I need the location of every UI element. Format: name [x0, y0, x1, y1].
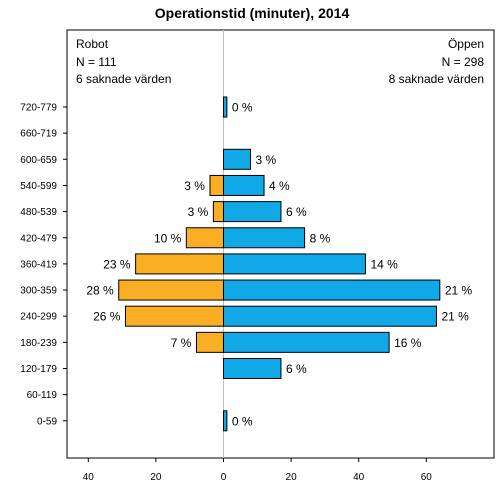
y-tick-label: 420-479 — [20, 233, 57, 244]
robot-bar — [195, 331, 225, 353]
y-tick-label: 0-59 — [37, 416, 57, 427]
x-tick-label: 40 — [83, 472, 95, 483]
robot-panel-name: Robot — [76, 37, 109, 51]
robot-n-label: N = 111 — [76, 55, 117, 69]
chart-title: Operationstid (minuter), 2014 — [155, 5, 350, 21]
oppen-value-label: 21 % — [445, 284, 473, 298]
robot-value-label: 26 % — [93, 310, 121, 324]
x-tick-label: 40 — [353, 472, 365, 483]
y-tick-label: 720-779 — [20, 103, 57, 114]
robot-bar — [185, 227, 225, 249]
oppen-value-label: 6 % — [286, 205, 307, 219]
robot-bar — [124, 305, 224, 327]
y-tick-label: 480-539 — [20, 207, 57, 218]
robot-missing-label: 6 saknade värden — [76, 72, 171, 86]
robot-value-label: 3 % — [188, 205, 209, 219]
oppen-panel-name: Öppen — [448, 37, 484, 51]
oppen-n-label: N = 298 — [442, 55, 485, 69]
y-tick-label: 540-599 — [20, 181, 57, 192]
oppen-missing-label: 8 saknade värden — [389, 72, 484, 86]
robot-value-label: 10 % — [154, 231, 182, 245]
oppen-bar — [223, 148, 252, 170]
robot-bar — [118, 279, 224, 301]
y-tick-label: 240-299 — [20, 312, 57, 323]
robot-value-label: 28 % — [86, 284, 114, 298]
oppen-value-label: 8 % — [310, 231, 331, 245]
oppen-value-label: 14 % — [370, 257, 398, 271]
y-tick-label: 60-119 — [27, 390, 58, 401]
oppen-bar — [223, 96, 228, 118]
x-tick-label: 60 — [421, 472, 433, 483]
oppen-bar — [223, 358, 282, 379]
y-tick-label: 180-239 — [20, 338, 57, 349]
robot-value-label: 23 % — [103, 257, 131, 271]
oppen-value-label: 3 % — [256, 153, 277, 167]
oppen-bar — [223, 227, 306, 249]
oppen-value-label: 6 % — [286, 362, 307, 376]
robot-bar — [209, 174, 224, 196]
y-tick-label: 360-419 — [20, 259, 57, 270]
oppen-bar — [223, 201, 282, 223]
oppen-value-label: 16 % — [394, 336, 422, 350]
oppen-bar — [223, 279, 441, 301]
oppen-bar — [223, 174, 265, 196]
x-tick-label: 0 — [221, 472, 227, 483]
x-tick-label: 20 — [150, 472, 162, 483]
y-tick-label: 660-719 — [20, 129, 57, 140]
oppen-value-label: 21 % — [441, 310, 469, 324]
robot-value-label: 7 % — [171, 336, 192, 350]
oppen-bar — [223, 253, 366, 275]
robot-bar — [135, 253, 224, 275]
oppen-value-label: 0 % — [232, 414, 253, 428]
y-tick-label: 120-179 — [20, 364, 57, 375]
x-tick-label: 20 — [286, 472, 298, 483]
y-tick-label: 600-659 — [20, 155, 57, 166]
oppen-value-label: 4 % — [269, 179, 290, 193]
oppen-bar — [223, 331, 390, 353]
robot-bar — [212, 201, 225, 223]
robot-value-label: 3 % — [184, 179, 205, 193]
oppen-value-label: 0 % — [232, 101, 253, 115]
oppen-bar — [223, 410, 228, 432]
plot-frame — [66, 29, 495, 459]
y-tick-label: 300-359 — [20, 286, 57, 297]
oppen-bar — [223, 305, 437, 327]
